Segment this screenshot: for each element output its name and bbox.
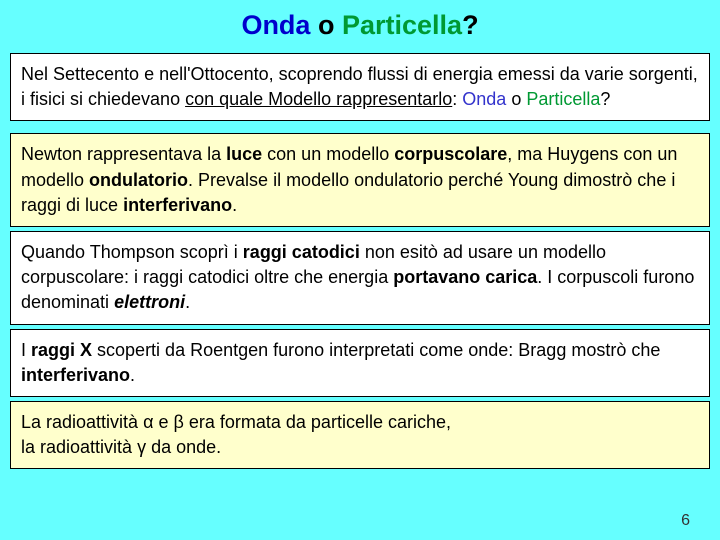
thompson-box: Quando Thompson scoprì i raggi catodici … <box>10 231 710 325</box>
title-particella: Particella <box>342 10 462 40</box>
b2b2: corpuscolare <box>394 144 507 164</box>
b4t2: scoperti da Roentgen furono interpretati… <box>92 340 660 360</box>
b3b1: raggi catodici <box>243 242 360 262</box>
alpha-symbol: α <box>143 412 153 432</box>
intro-box: Nel Settecento e nell'Ottocento, scopren… <box>10 53 710 121</box>
roentgen-box: I raggi X scoperti da Roentgen furono in… <box>10 329 710 397</box>
content-group: Newton rappresentava la luce con un mode… <box>10 133 710 469</box>
newton-box: Newton rappresentava la luce con un mode… <box>10 133 710 227</box>
b2b3: ondulatorio <box>89 170 188 190</box>
b3bi1: elettroni <box>114 292 185 312</box>
b2b1: luce <box>226 144 262 164</box>
b2t1: Newton rappresentava la <box>21 144 226 164</box>
intro-post-u: : <box>452 89 462 109</box>
intro-mid: o <box>506 89 526 109</box>
intro-qmark: ? <box>600 89 610 109</box>
gamma-symbol: γ <box>137 437 146 457</box>
b2b4: interferivano <box>123 195 232 215</box>
title-o: o <box>318 10 335 40</box>
page-number: 6 <box>681 512 690 530</box>
b4t1: I <box>21 340 31 360</box>
b4t3: . <box>130 365 135 385</box>
intro-underline: con quale Modello rappresentarlo <box>185 89 452 109</box>
b5t4: la radioattività <box>21 437 137 457</box>
b3t4: . <box>185 292 190 312</box>
beta-symbol: β <box>174 412 184 432</box>
b3b2: portavano carica <box>393 267 537 287</box>
b5t1: La radioattività <box>21 412 143 432</box>
b2t5: . <box>232 195 237 215</box>
b4b1: raggi X <box>31 340 92 360</box>
b3t1: Quando Thompson scoprì i <box>21 242 243 262</box>
slide-title: Onda o Particella? <box>0 0 720 53</box>
b5t2: e <box>153 412 173 432</box>
title-qmark: ? <box>462 10 479 40</box>
b4b2: interferivano <box>21 365 130 385</box>
intro-onda: Onda <box>462 89 506 109</box>
radioactivity-box: La radioattività α e β era formata da pa… <box>10 401 710 469</box>
title-onda: Onda <box>241 10 310 40</box>
b5t3: era formata da particelle cariche, <box>184 412 451 432</box>
b5t5: da onde. <box>146 437 221 457</box>
intro-particella: Particella <box>526 89 600 109</box>
b2t2: con un modello <box>262 144 394 164</box>
